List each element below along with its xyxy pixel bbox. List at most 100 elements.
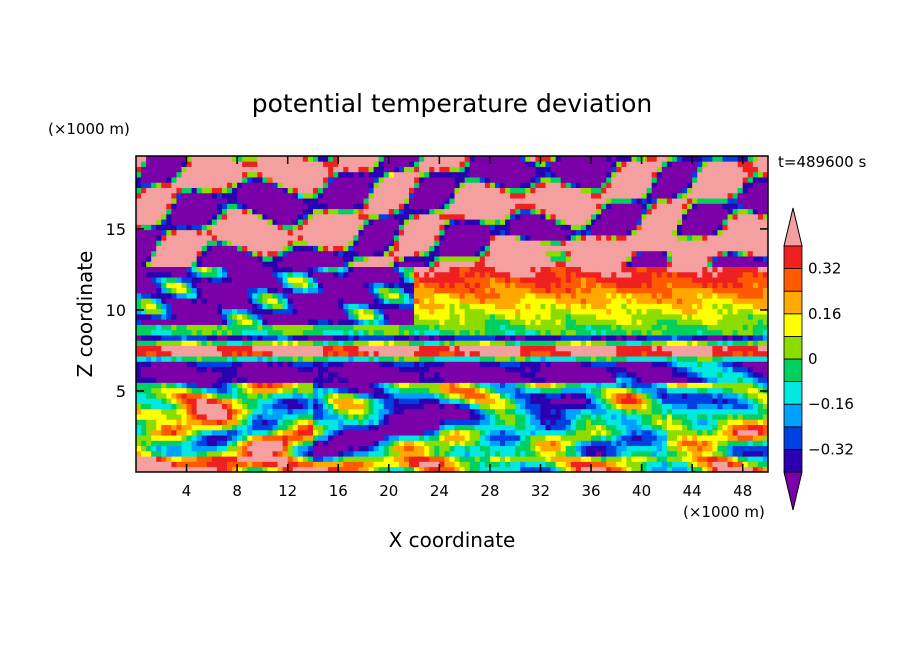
field-cell bbox=[201, 314, 208, 320]
field-cell bbox=[479, 235, 486, 241]
field-cell bbox=[297, 282, 304, 289]
field-cell bbox=[252, 187, 258, 194]
field-cell bbox=[186, 177, 193, 183]
field-cell bbox=[393, 166, 400, 173]
field-cell bbox=[348, 466, 354, 472]
field-cell bbox=[227, 198, 233, 204]
field-cell bbox=[414, 182, 420, 188]
field-cell bbox=[267, 408, 273, 415]
field-cell bbox=[353, 361, 359, 368]
field-cell bbox=[328, 187, 334, 194]
field-cell bbox=[232, 224, 238, 231]
field-cell bbox=[277, 450, 284, 457]
field-cell bbox=[545, 213, 551, 220]
field-cell bbox=[363, 335, 369, 341]
field-cell bbox=[459, 208, 466, 215]
field-cell bbox=[242, 429, 248, 436]
field-cell bbox=[232, 303, 238, 310]
field-cell bbox=[156, 335, 162, 341]
field-cell bbox=[409, 408, 415, 415]
field-cell bbox=[287, 466, 294, 472]
field-cell bbox=[191, 456, 198, 462]
field-cell bbox=[535, 177, 541, 183]
field-cell bbox=[328, 445, 334, 452]
field-cell bbox=[186, 266, 193, 273]
field-cell bbox=[469, 177, 476, 183]
field-cell bbox=[176, 166, 182, 173]
field-cell bbox=[333, 419, 339, 425]
field-cell bbox=[206, 261, 213, 267]
field-cell bbox=[211, 419, 218, 425]
field-cell bbox=[378, 235, 385, 241]
field-cell bbox=[262, 361, 268, 368]
field-cell bbox=[398, 224, 405, 231]
field-cell bbox=[141, 466, 147, 472]
field-cell bbox=[348, 329, 354, 336]
field-cell bbox=[439, 335, 445, 341]
field-cell bbox=[505, 435, 511, 441]
field-cell bbox=[262, 292, 268, 299]
field-cell bbox=[424, 450, 430, 457]
field-cell bbox=[343, 450, 349, 457]
field-cell bbox=[434, 161, 440, 167]
field-cell bbox=[201, 182, 208, 188]
field-cell bbox=[277, 192, 284, 199]
field-cell bbox=[489, 235, 496, 241]
field-cell bbox=[257, 192, 263, 199]
field-cell bbox=[520, 161, 526, 167]
field-cell bbox=[247, 271, 253, 278]
field-cell bbox=[247, 456, 253, 462]
field-cell bbox=[136, 192, 142, 199]
field-cell bbox=[227, 450, 233, 457]
field-cell bbox=[484, 440, 491, 447]
field-cell bbox=[368, 261, 375, 267]
field-cell bbox=[221, 229, 228, 236]
field-cell bbox=[323, 287, 329, 294]
field-cell bbox=[242, 250, 248, 257]
field-cell bbox=[368, 224, 375, 231]
field-cell bbox=[328, 366, 334, 373]
field-cell bbox=[348, 187, 354, 194]
field-cell bbox=[191, 377, 198, 383]
field-cell bbox=[206, 287, 213, 294]
field-cell bbox=[550, 156, 557, 162]
field-cell bbox=[459, 308, 466, 315]
field-cell bbox=[257, 287, 263, 294]
field-cell bbox=[297, 198, 304, 204]
field-cell bbox=[353, 219, 359, 225]
field-cell bbox=[181, 177, 187, 183]
field-cell bbox=[383, 192, 390, 199]
field-cell bbox=[262, 371, 268, 378]
field-cell bbox=[398, 166, 405, 173]
field-cell bbox=[287, 350, 294, 357]
field-cell bbox=[136, 245, 142, 252]
field-cell bbox=[191, 314, 198, 320]
field-cell bbox=[302, 240, 309, 246]
y-unit-label: (×1000 m) bbox=[48, 120, 130, 138]
field-cell bbox=[257, 161, 263, 167]
field-cell bbox=[151, 287, 157, 294]
field-cell bbox=[242, 298, 248, 304]
field-cell bbox=[176, 271, 182, 278]
field-cell bbox=[530, 203, 536, 210]
field-cell bbox=[424, 224, 430, 231]
field-cell bbox=[520, 261, 526, 267]
field-cell bbox=[484, 398, 491, 404]
field-cell bbox=[479, 250, 486, 257]
field-cell bbox=[338, 192, 344, 199]
field-cell bbox=[196, 435, 203, 441]
field-cell bbox=[414, 335, 420, 341]
field-cell bbox=[469, 308, 476, 315]
field-cell bbox=[515, 224, 521, 231]
field-cell bbox=[393, 387, 400, 394]
field-cell bbox=[505, 213, 511, 220]
field-cell bbox=[373, 398, 380, 404]
field-cell bbox=[535, 335, 541, 341]
field-cell bbox=[510, 156, 516, 162]
field-cell bbox=[484, 208, 491, 215]
field-cell bbox=[550, 314, 557, 320]
field-cell bbox=[221, 414, 228, 420]
field-cell bbox=[328, 245, 334, 252]
field-cell bbox=[353, 366, 359, 373]
field-cell bbox=[277, 161, 284, 167]
